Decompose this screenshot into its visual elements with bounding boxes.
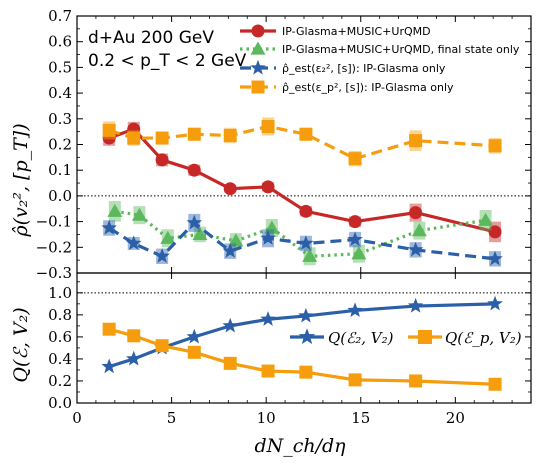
x-axis-title: dN_ch/dη (254, 435, 346, 457)
top-point-3-9 (489, 139, 502, 152)
bottom-point-1-3 (188, 346, 201, 359)
x-tick-label-2: 10 (257, 409, 276, 427)
bottom-y-tick-label-2: 0.6 (48, 328, 72, 346)
legend-bottom-marker-0 (299, 328, 316, 344)
annotation-pt-range: 0.2 < p_T < 2 GeV (88, 51, 247, 71)
bottom-point-0-3 (187, 329, 202, 344)
top-point-3-7 (349, 152, 362, 165)
top-y-tick-label-3: 0.4 (48, 84, 72, 102)
bottom-point-0-9 (487, 296, 502, 311)
legend-marker-3 (252, 81, 265, 94)
top-point-3-6 (299, 128, 312, 141)
top-y-tick-label-0: 0.7 (48, 7, 72, 25)
top-y-axis-title: ρ̂(v₂², [p_T]) (10, 123, 32, 237)
top-point-0-5 (262, 180, 275, 193)
top-y-tick-label-4: 0.3 (48, 110, 72, 128)
bottom-point-0-6 (298, 308, 313, 323)
legend-label-3: ρ̂_est(ε_p², [s]): IP-Glasma only (282, 81, 454, 94)
bottom-point-1-6 (299, 366, 312, 379)
bottom-point-1-0 (103, 323, 116, 336)
legend-bottom: Q(ℰ₂, V₂) Q(ℰ_p, V₂) (290, 328, 522, 347)
top-point-0-7 (349, 215, 362, 228)
bottom-point-1-4 (224, 357, 237, 370)
bottom-point-1-1 (127, 329, 140, 342)
bottom-point-1-9 (489, 378, 502, 391)
x-tick-label-1: 5 (167, 409, 177, 427)
top-y-tick-label-10: −0.3 (36, 264, 72, 282)
top-y-tick-label-5: 0.2 (48, 136, 72, 154)
top-point-3-1 (127, 132, 140, 145)
top-point-3-8 (409, 134, 422, 147)
top-point-3-5 (262, 120, 275, 133)
top-point-3-3 (188, 128, 201, 141)
bottom-y-tick-label-0: 1.0 (48, 284, 72, 302)
top-y-tick-label-6: 0.1 (48, 161, 72, 179)
bottom-point-1-7 (349, 373, 362, 386)
top-y-tick-label-2: 0.5 (48, 58, 72, 76)
bottom-y-tick-label-4: 0.2 (48, 372, 72, 390)
bottom-y-tick-label-1: 0.8 (48, 306, 72, 324)
x-tick-label-4: 20 (446, 409, 465, 427)
legend-label-0: IP-Glasma+MUSIC+UrQMD (282, 25, 431, 38)
legend-marker-1 (251, 42, 266, 55)
bottom-y-axis-title: Q(ℰ, V₂) (10, 307, 32, 382)
bottom-point-1-5 (262, 365, 275, 378)
bottom-point-1-8 (409, 374, 422, 387)
bottom-point-0-5 (260, 311, 275, 326)
top-y-tick-label-8: −0.1 (36, 213, 72, 231)
x-tick-label-3: 15 (351, 409, 370, 427)
bottom-point-0-8 (408, 298, 423, 313)
legend-marker-2 (250, 60, 265, 75)
legend-bottom-marker-1 (418, 330, 432, 344)
bottom-point-0-7 (347, 302, 362, 317)
bottom-point-0-4 (223, 318, 238, 333)
bottom-panel: 1.0 0.8 0.6 0.4 0.2 0.00 5 10 15 20 (48, 273, 531, 427)
bottom-y-tick-label-5: 0.0 (48, 394, 72, 412)
top-point-3-0 (103, 124, 116, 137)
x-tick-label-0: 0 (72, 409, 82, 427)
legend-label-2: ρ̂_est(ε₂², [s]): IP-Glasma only (282, 62, 446, 75)
bottom-series-1 (103, 323, 502, 391)
legend-label-q-ep: Q(ℰ_p, V₂) (445, 329, 522, 347)
bottom-point-0-1 (126, 351, 141, 366)
top-y-tick-label-7: 0.0 (48, 187, 72, 205)
top-point-3-2 (156, 132, 169, 145)
annotation-collision: d+Au 200 GeV (88, 28, 214, 48)
bottom-y-tick-label-3: 0.4 (48, 350, 72, 368)
legend-marker-0 (252, 25, 265, 38)
legend-label-1: IP-Glasma+MUSIC+UrQMD, final state only (282, 43, 520, 56)
top-y-tick-label-9: −0.2 (36, 238, 72, 256)
top-point-3-4 (224, 129, 237, 142)
top-y-tick-label-1: 0.6 (48, 33, 72, 51)
top-point-0-2 (156, 153, 169, 166)
bottom-point-1-2 (156, 339, 169, 352)
top-point-0-3 (188, 164, 201, 177)
top-series-2 (101, 214, 502, 267)
top-point-0-6 (299, 205, 312, 218)
top-point-0-8 (409, 206, 422, 219)
legend-label-q-e2: Q(ℰ₂, V₂) (328, 329, 394, 347)
legend-top: IP-Glasma+MUSIC+UrQMD IP-Glasma+MUSIC+Ur… (240, 25, 520, 95)
top-point-0-4 (224, 182, 237, 195)
bottom-point-0-0 (101, 359, 116, 374)
